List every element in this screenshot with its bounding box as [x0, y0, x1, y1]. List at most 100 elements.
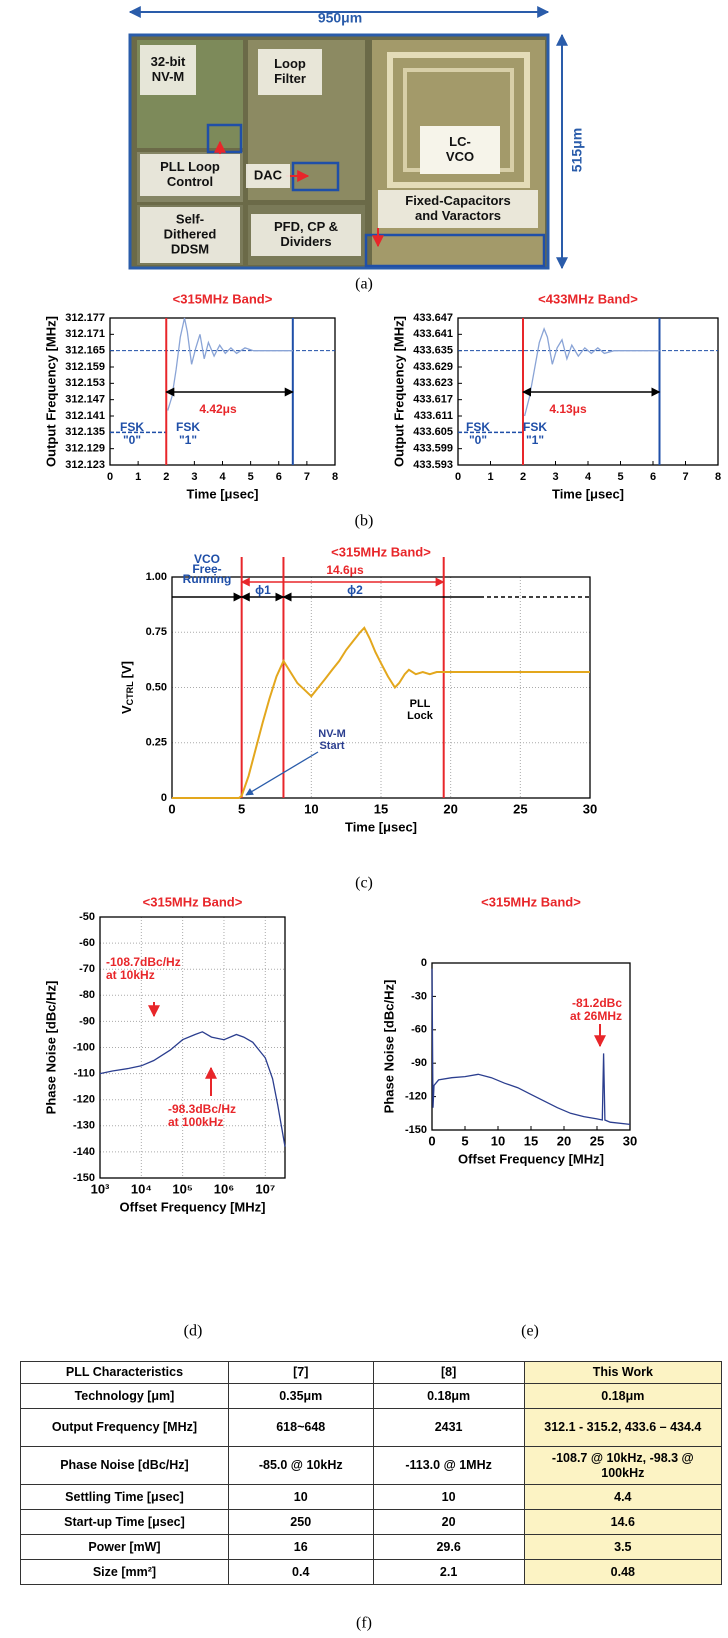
x-tick-label: 10⁵ — [172, 1181, 193, 1196]
comparison-table: PLL Characteristics [7] [8] This Work Techno… — [20, 1361, 723, 1585]
block-label: VCO — [446, 149, 474, 164]
x-tick-label: 20 — [443, 801, 457, 816]
table-row: Phase Noise [dBc/Hz] -85.0 @ 10kHz -113.0 … — [20, 1446, 723, 1485]
y-tick-label: 433.629 — [413, 361, 453, 373]
x-tick-label: 0 — [107, 471, 113, 483]
y-tick-label: 312.141 — [65, 410, 105, 422]
x-tick-label: 25 — [513, 801, 527, 816]
block-label: and Varactors — [415, 208, 501, 223]
caption: (e) — [521, 1323, 539, 1340]
block-label-bg — [258, 49, 322, 95]
y-tick-label: -80 — [79, 989, 95, 1001]
x-tick-label: 0 — [455, 471, 461, 483]
x-tick-label: 10⁶ — [214, 1181, 234, 1196]
table-row: Output Frequency [MHz] 618~648 2431 312.1 -… — [20, 1408, 723, 1447]
y-tick-label: -30 — [411, 990, 427, 1002]
block-label: PFD, CP & — [274, 219, 338, 234]
x-tick-label: 30 — [583, 801, 597, 816]
annotation: FSK — [466, 420, 490, 434]
annotation: 4.13μs — [549, 402, 587, 416]
block-label: DDSM — [171, 241, 209, 256]
annotation: 14.6μs — [326, 563, 364, 577]
caption: (f) — [356, 1615, 372, 1632]
y-tick-label: -70 — [79, 963, 95, 975]
data-line — [431, 968, 631, 1126]
y-axis-label: Phase Noise [dBc/Hz] — [381, 980, 396, 1114]
table-cell: 0.4 — [227, 1559, 374, 1585]
y-tick-label: 433.611 — [414, 410, 453, 422]
y-tick-label: 312.165 — [65, 345, 105, 357]
table-cell: 0.35μm — [227, 1383, 374, 1409]
x-tick-label: 7 — [304, 471, 310, 483]
y-tick-label: 433.635 — [413, 345, 453, 357]
y-tick-label: 433.641 — [413, 328, 453, 340]
y-tick-label: -130 — [73, 1120, 95, 1132]
block-label: Loop — [274, 56, 306, 71]
block-label: PLL Loop — [160, 159, 220, 174]
block-label-bg — [140, 154, 240, 196]
x-tick-label: 5 — [248, 471, 254, 483]
y-tick-label: -90 — [79, 1015, 95, 1027]
caption: (b) — [355, 513, 374, 530]
annotation: VCO — [194, 552, 220, 566]
caption-f-area: (f) — [356, 1615, 372, 1632]
table-cell: Size [mm²] — [20, 1559, 229, 1585]
y-tick-label: 312.153 — [65, 377, 105, 389]
y-tick-label: -150 — [73, 1172, 95, 1184]
x-tick-label: 10⁴ — [131, 1181, 152, 1196]
x-tick-label: 0 — [428, 1133, 435, 1148]
annotation: "0" — [469, 433, 487, 447]
table-cell: 250 — [227, 1509, 374, 1535]
annotation: Free- — [192, 562, 221, 576]
x-tick-label: 10⁷ — [255, 1181, 275, 1196]
y-tick-label: 433.647 — [413, 312, 453, 324]
annotation: -81.2dBc — [572, 996, 622, 1010]
table-cell: 618~648 — [227, 1408, 374, 1447]
table-cell: 14.6 — [523, 1509, 723, 1535]
y-tick-label: 312.135 — [65, 426, 105, 438]
x-tick-label: 15 — [524, 1133, 538, 1148]
block-label-bg — [378, 190, 538, 228]
y-tick-label: 433.623 — [413, 377, 453, 389]
x-tick-label: 6 — [276, 471, 282, 483]
chart-title: <315MHz Band> — [481, 894, 581, 909]
chart-title: <315MHz Band> — [143, 894, 243, 909]
data-line — [172, 626, 590, 799]
y-tick-label: -50 — [79, 911, 95, 923]
x-tick-label: 15 — [374, 801, 388, 816]
table-cell: 0.18μm — [523, 1383, 723, 1409]
chart-title: <315MHz Band> — [331, 544, 431, 559]
annotation: ϕ2 — [347, 583, 363, 597]
x-tick-label: 3 — [191, 471, 197, 483]
annotation: "0" — [123, 433, 141, 447]
data-line — [99, 1031, 286, 1147]
table-cell: 0.18μm — [372, 1383, 525, 1409]
plot-frame — [431, 962, 631, 1131]
y-axis-label-sub: CTRL — [125, 681, 135, 705]
caption: (c) — [355, 875, 373, 892]
y-axis-label: Output Frequency [MHz] — [43, 316, 58, 467]
y-axis-label-main: V — [119, 705, 134, 714]
plot-frame — [109, 317, 336, 466]
y-tick-label: -150 — [405, 1124, 427, 1136]
annotation: "1" — [179, 433, 197, 447]
annotation: ϕ1 — [255, 583, 271, 597]
y-axis-label: Output Frequency [MHz] — [391, 316, 406, 467]
annotation: FSK — [176, 420, 200, 434]
table-cell: PLL Characteristics — [20, 1361, 229, 1384]
table-row: PLL Characteristics [7] [8] This Work — [20, 1361, 723, 1384]
table-cell: Output Frequency [MHz] — [20, 1408, 229, 1447]
block-label-bg — [246, 164, 290, 188]
table-cell: Phase Noise [dBc/Hz] — [20, 1446, 229, 1485]
table-cell: 312.1 - 315.2, 433.6 – 434.4 — [523, 1408, 723, 1447]
y-axis-label: VCTRL [V] — [119, 661, 135, 714]
table-row: Settling Time [μsec] 10 10 4.4 — [20, 1484, 723, 1510]
annotation: NV-M — [318, 728, 346, 740]
x-axis-label: Time [μsec] — [186, 486, 258, 501]
y-tick-label: 0 — [161, 792, 167, 804]
y-tick-label: -120 — [405, 1091, 427, 1103]
y-tick-label: 0.25 — [146, 737, 167, 749]
table-cell: Power [mW] — [20, 1534, 229, 1560]
x-axis-label: Time [μsec] — [345, 819, 417, 834]
